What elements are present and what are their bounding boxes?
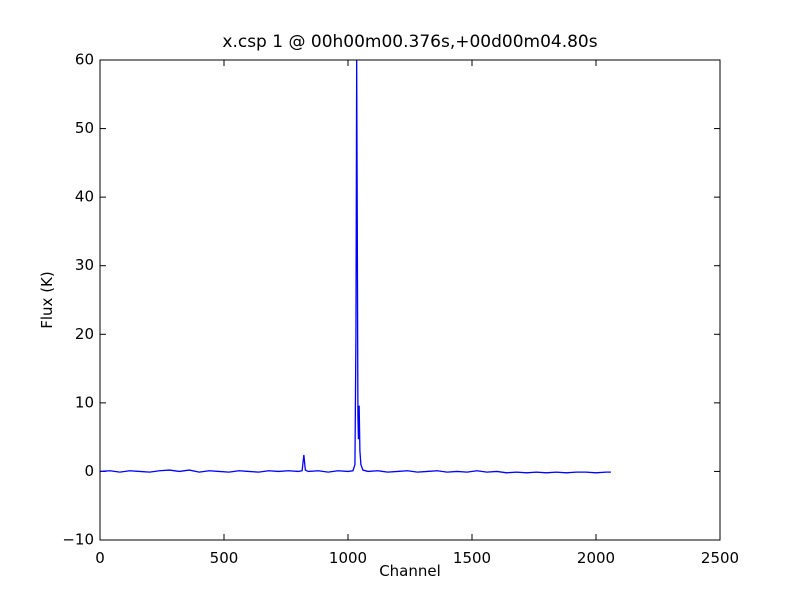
x-axis-label: Channel — [379, 562, 441, 580]
x-tick-label: 0 — [95, 549, 105, 567]
y-tick-label: 40 — [75, 188, 94, 206]
chart-title: x.csp 1 @ 00h00m00.376s,+00d00m04.80s — [222, 32, 597, 52]
x-tick-label: 2500 — [701, 549, 739, 567]
y-axis-label: Flux (K) — [38, 271, 56, 329]
x-tick-label: 1500 — [453, 549, 491, 567]
data-line — [100, 60, 611, 474]
x-tick-label: 1000 — [329, 549, 367, 567]
y-tick-label: 60 — [75, 51, 94, 69]
y-tick-label: 0 — [84, 462, 94, 480]
y-tick-label: 20 — [75, 325, 94, 343]
plot-frame — [99, 59, 721, 541]
y-tick-label: 10 — [75, 393, 94, 411]
y-tick-label: 50 — [75, 119, 94, 137]
y-tick-label: 30 — [75, 256, 94, 274]
y-tick-label: −10 — [62, 531, 94, 549]
x-tick-label: 500 — [210, 549, 239, 567]
x-tick-label: 2000 — [577, 549, 615, 567]
